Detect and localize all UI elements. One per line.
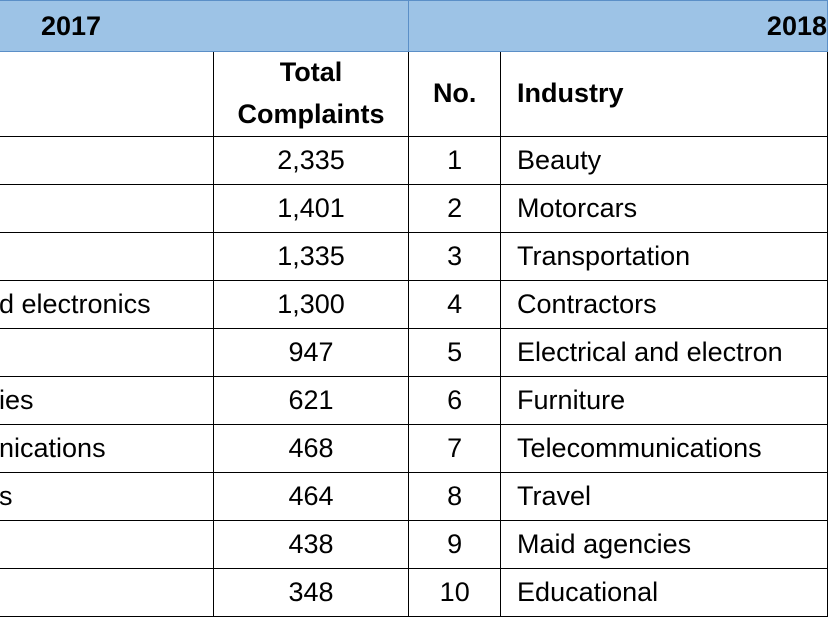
table-body: 2,335 1 Beauty 1,401 2 Motorcars 1,335 3 Transpo…	[0, 136, 828, 617]
industry-2017-cell: d electronics	[0, 280, 214, 329]
industry-2018-cell: Contractors	[500, 280, 828, 329]
total-complaints-cell: 2,335	[212, 136, 410, 185]
rank-number-cell: 1	[408, 136, 502, 185]
rank-number-cell: 8	[408, 472, 502, 521]
total-complaints-cell: 464	[212, 472, 410, 521]
rank-number-cell: 5	[408, 328, 502, 377]
total-complaints-cell: 1,300	[212, 280, 410, 329]
industry-2018-cell: Transportation	[500, 232, 828, 281]
year-2017-header: 2017	[0, 0, 410, 52]
total-complaints-header-line1: Total	[279, 57, 343, 88]
total-complaints-cell: 1,401	[212, 184, 410, 233]
total-complaints-cell: 468	[212, 424, 410, 473]
industry-2017-cell	[0, 520, 214, 569]
table-row: 348 10 Educational	[0, 568, 828, 617]
industry-2018-cell: Telecommunications	[500, 424, 828, 473]
industry-2017-cell	[0, 328, 214, 377]
industry-2017-header	[0, 51, 214, 137]
industry-2018-cell: Maid agencies	[500, 520, 828, 569]
industry-2017-cell	[0, 136, 214, 185]
industry-2018-cell: Beauty	[500, 136, 828, 185]
column-header-row: Total Complaints No. Industry	[0, 51, 828, 137]
industry-2018-cell: Electrical and electron	[500, 328, 828, 377]
table-row: 1,335 3 Transportation	[0, 232, 828, 281]
table-row: ies 621 6 Furniture	[0, 376, 828, 425]
total-complaints-header: Total Complaints	[212, 51, 410, 137]
table-row: 2,335 1 Beauty	[0, 136, 828, 185]
total-complaints-cell: 438	[212, 520, 410, 569]
table-row: 438 9 Maid agencies	[0, 520, 828, 569]
table-row: nications 468 7 Telecommunications	[0, 424, 828, 473]
industry-2017-cell	[0, 568, 214, 617]
year-header-row: 2017 2018	[0, 0, 828, 52]
industry-2017-cell: ies	[0, 376, 214, 425]
total-complaints-cell: 348	[212, 568, 410, 617]
industry-2017-cell	[0, 232, 214, 281]
rank-number-cell: 2	[408, 184, 502, 233]
industry-2018-cell: Travel	[500, 472, 828, 521]
industry-2017-cell	[0, 184, 214, 233]
rank-number-cell: 4	[408, 280, 502, 329]
rank-number-cell: 9	[408, 520, 502, 569]
industry-2018-cell: Educational	[500, 568, 828, 617]
total-complaints-cell: 621	[212, 376, 410, 425]
total-complaints-cell: 1,335	[212, 232, 410, 281]
table-row: s 464 8 Travel	[0, 472, 828, 521]
industry-2017-cell: nications	[0, 424, 214, 473]
rank-number-cell: 7	[408, 424, 502, 473]
rank-number-cell: 3	[408, 232, 502, 281]
rank-number-cell: 10	[408, 568, 502, 617]
no-header: No.	[408, 51, 502, 137]
industry-2018-header: Industry	[500, 51, 828, 137]
table-row: 1,401 2 Motorcars	[0, 184, 828, 233]
industry-2017-cell: s	[0, 472, 214, 521]
industry-2018-cell: Motorcars	[500, 184, 828, 233]
rank-number-cell: 6	[408, 376, 502, 425]
total-complaints-header-line2: Complaints	[237, 99, 385, 129]
table-row: 947 5 Electrical and electron	[0, 328, 828, 377]
total-complaints-cell: 947	[212, 328, 410, 377]
table-row: d electronics 1,300 4 Contractors	[0, 280, 828, 329]
year-2018-header: 2018	[408, 0, 828, 52]
industry-2018-cell: Furniture	[500, 376, 828, 425]
